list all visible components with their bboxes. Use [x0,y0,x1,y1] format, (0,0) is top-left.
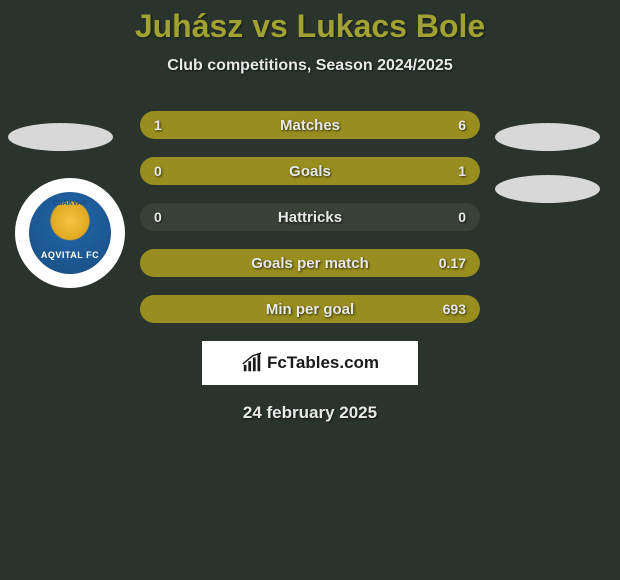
stat-value-right: 0 [458,203,466,231]
club-badge-inner: CSAKVAR AQVITAL FC [29,192,111,274]
stat-label: Min per goal [140,295,480,323]
club-badge: CSAKVAR AQVITAL FC [15,178,125,288]
stat-value-right: 0.17 [439,249,466,277]
stat-row: Min per goal693 [140,295,480,323]
brand-box: FcTables.com [202,341,418,385]
chart-icon [241,352,263,374]
badge-top-text: CSAKVAR [53,200,87,207]
stat-value-right: 6 [458,111,466,139]
stat-row: 0Hattricks0 [140,203,480,231]
brand-text: FcTables.com [267,353,379,373]
stat-value-right: 1 [458,157,466,185]
stat-row: Goals per match0.17 [140,249,480,277]
stats-area: 1Matches60Goals10Hattricks0Goals per mat… [140,111,480,323]
player-left-oval [8,123,113,151]
stat-row: 0Goals1 [140,157,480,185]
badge-name-text: AQVITAL FC [41,250,99,260]
stat-label: Goals [140,157,480,185]
stat-label: Matches [140,111,480,139]
player-right-oval-2 [495,175,600,203]
stat-label: Hattricks [140,203,480,231]
date-text: 24 february 2025 [0,403,620,423]
subtitle: Club competitions, Season 2024/2025 [0,57,620,75]
player-right-oval-1 [495,123,600,151]
page-title: Juhász vs Lukacs Bole [0,8,620,45]
stat-row: 1Matches6 [140,111,480,139]
stat-value-right: 693 [443,295,466,323]
stat-label: Goals per match [140,249,480,277]
